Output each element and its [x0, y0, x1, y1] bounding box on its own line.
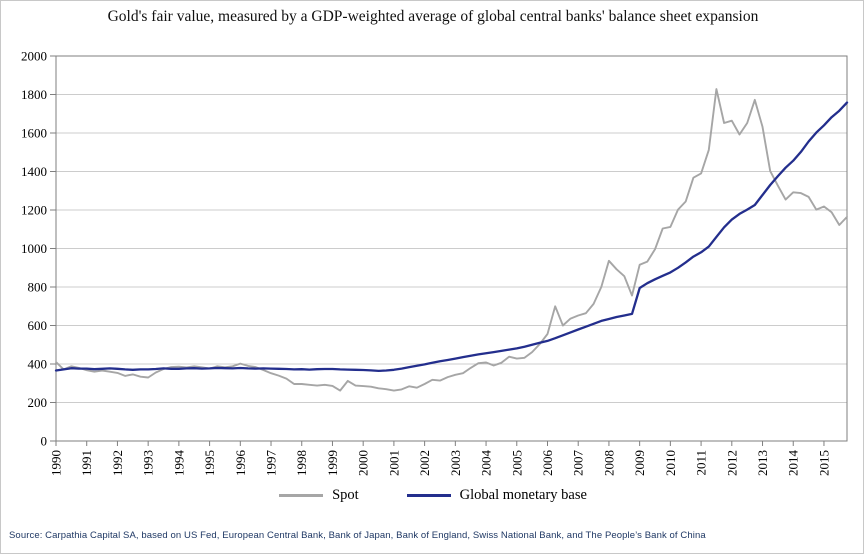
x-tick-label: 1990	[49, 450, 64, 476]
x-tick-label: 2006	[540, 450, 555, 477]
x-tick-label: 1994	[171, 450, 186, 477]
x-tick-label: 2007	[571, 450, 586, 477]
y-tick-label: 1600	[21, 126, 47, 141]
x-tick-label: 2008	[601, 450, 616, 476]
x-tick-label: 1998	[294, 450, 309, 476]
x-tick-label: 1996	[233, 450, 248, 477]
legend-item-monetary-base: Global monetary base	[406, 487, 587, 504]
x-tick-label: 1997	[264, 450, 279, 477]
x-tick-label: 1991	[79, 450, 94, 476]
x-tick-label: 1993	[141, 450, 156, 476]
y-tick-label: 600	[28, 318, 48, 333]
y-tick-label: 1000	[21, 241, 47, 256]
plot-border	[55, 55, 848, 442]
legend-label-spot: Spot	[332, 487, 359, 503]
x-tick-label: 2013	[755, 450, 770, 476]
y-tick-label: 200	[28, 395, 48, 410]
source-note: Source: Carpathia Capital SA, based on U…	[9, 530, 706, 541]
legend: Spot Global monetary base	[1, 487, 863, 504]
x-tick-label: 2001	[386, 450, 401, 476]
y-tick-label: 0	[41, 434, 48, 449]
series-line-0	[55, 88, 848, 392]
x-tick-label: 2004	[479, 449, 494, 476]
x-tick-label: 2011	[694, 450, 709, 476]
chart-plot-area: 0 200 400 600 800 1000 1200 1400 1600 1800 2000 199…	[21, 49, 849, 477]
spot-line-sample	[279, 494, 324, 497]
chart-title: Gold's fair value, measured by a GDP-wei…	[107, 8, 759, 25]
x-tick-label: 1995	[202, 450, 217, 476]
x-tick-label: 2009	[632, 450, 647, 476]
x-tick-label: 2000	[356, 450, 371, 476]
y-tick-label: 1800	[21, 87, 47, 102]
x-tick-label: 2005	[509, 450, 524, 476]
y-tick-label: 1400	[21, 164, 47, 179]
x-tick-label: 2003	[448, 450, 463, 476]
x-tick-label: 2012	[724, 450, 739, 476]
y-tick-label: 2000	[21, 49, 47, 64]
x-tick-label: 1999	[325, 450, 340, 476]
monetary-base-line-sample	[406, 494, 451, 497]
x-tick-label: 1992	[110, 450, 125, 476]
y-tick-label: 1200	[21, 203, 47, 218]
x-tick-label: 2002	[417, 450, 432, 476]
legend-label-monetary-base: Global monetary base	[459, 487, 587, 503]
series-line-1	[54, 101, 849, 373]
y-tick-label: 800	[28, 280, 48, 295]
x-tick-label: 2014	[786, 450, 801, 477]
legend-item-spot: Spot	[279, 487, 359, 504]
y-tick-label: 400	[28, 357, 48, 372]
x-tick-label: 2015	[816, 450, 831, 476]
x-tick-label: 2010	[663, 450, 678, 476]
